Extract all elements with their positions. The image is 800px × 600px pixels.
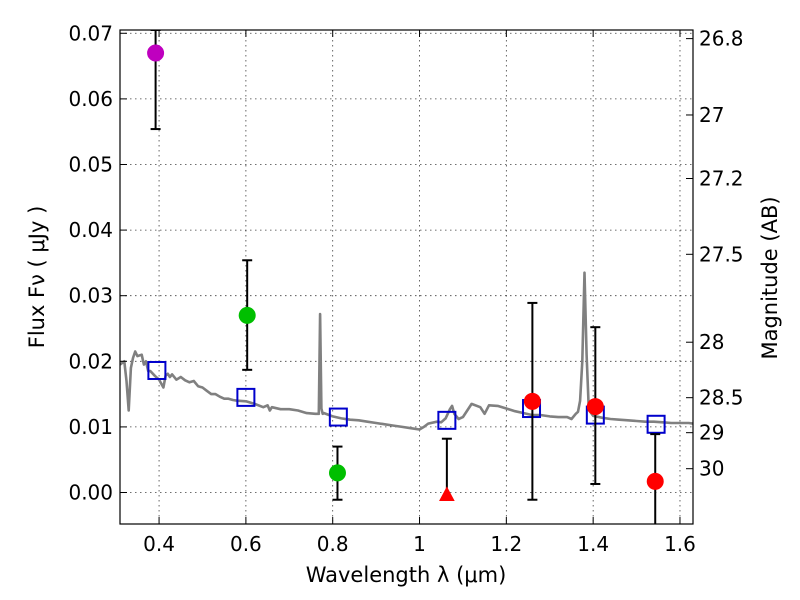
magnitude-tick-label: 30 [699,457,724,481]
y-tick-label: 0.00 [68,481,113,505]
y2-axis-label: Magnitude (AB) [758,196,782,359]
model-photometry-square [437,410,457,430]
model-photometry-square [147,360,167,380]
axis-ticks [120,30,693,524]
magnitude-tick-label: 29 [699,421,724,445]
obs-1.55um-marker [646,472,664,490]
model-spectrum-line [120,271,693,431]
plot-area [120,30,693,524]
y-tick-label: 0.06 [68,87,113,111]
obs-0.60um-marker [238,306,256,324]
model-photometry-square [646,414,666,434]
x-tick-label: 1.2 [490,532,522,556]
y-tick-label: 0.02 [68,349,113,373]
magnitude-tick-label: 27 [699,103,724,127]
magnitude-tick-label: 27.2 [699,166,744,190]
x-tick-label: 1 [413,532,426,556]
obs-0.39um-marker [147,44,165,62]
y-tick-labels: 0.00 0.01 0.02 0.03 0.04 0.05 0.06 0.07 [68,21,113,504]
y-tick-label: 0.04 [68,218,113,242]
magnitude-tick-label: 28 [699,330,724,354]
model-photometry-series [147,360,666,434]
x-tick-label: 1.4 [577,532,609,556]
y-axis-label: Flux Fν ( μJy ) [25,206,49,349]
y-tick-label: 0.03 [68,284,113,308]
obs-0.81um-marker [328,464,346,482]
x-tick-label: 0.4 [143,532,175,556]
y-tick-label: 0.05 [68,152,113,176]
x-axis-label: Wavelength λ (μm) [306,563,507,587]
x-tick-labels: 0.4 0.6 0.8 1 1.2 1.4 1.6 [143,532,696,556]
plot-frame [119,29,694,525]
magnitude-tick-label: 27.5 [699,242,744,266]
x-tick-label: 1.6 [664,532,696,556]
magnitude-tick-label: 26.8 [699,27,744,51]
model-photometry-square [328,407,348,427]
x-tick-label: 0.8 [317,532,349,556]
observation-markers [147,44,664,501]
obs-1.40um-marker [586,398,604,416]
x-tick-label: 0.6 [230,532,262,556]
y-tick-label: 0.07 [68,21,113,45]
magnitude-tick-label: 28.5 [699,386,744,410]
obs-1.26um-marker [523,392,541,410]
obs-1.06um-marker [439,486,455,501]
model-photometry-square [236,387,256,407]
magnitude-tick-labels: 26.8 27 27.2 27.5 28 28.5 29 30 [699,27,744,481]
y-tick-label: 0.01 [68,415,113,439]
